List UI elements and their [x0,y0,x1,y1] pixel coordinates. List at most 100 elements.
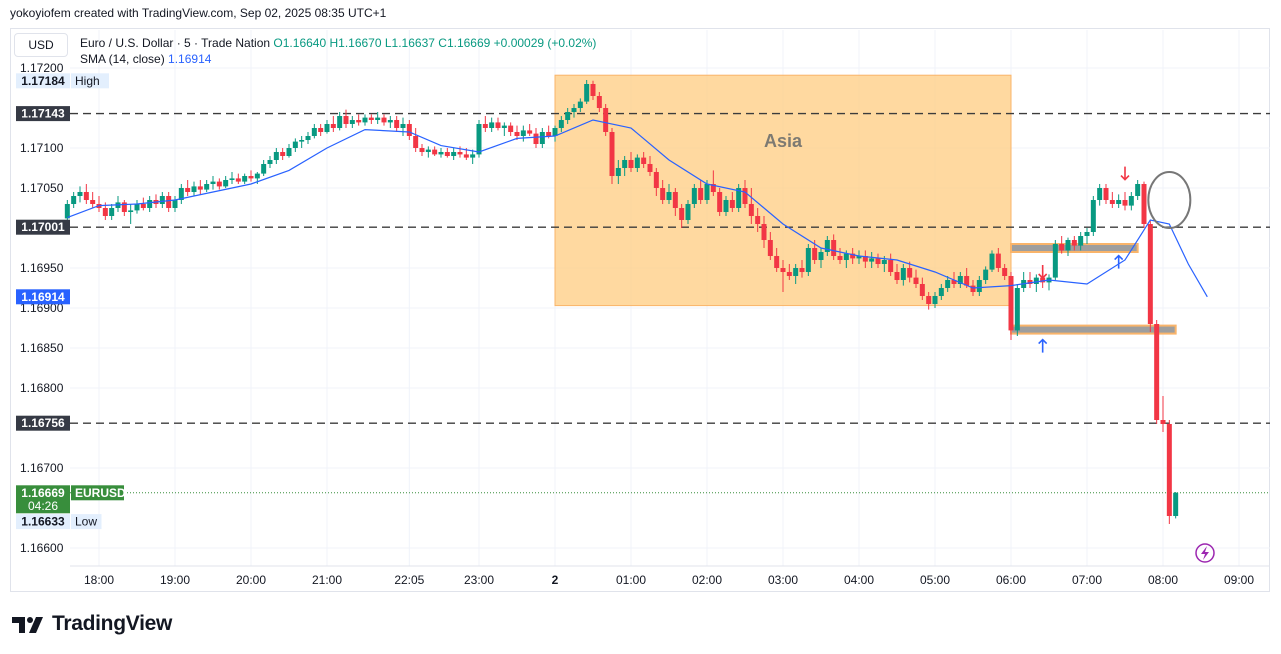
candle-body [495,122,501,128]
candle-body [400,124,406,128]
candle-body [273,152,279,160]
candle-body [71,196,77,204]
time-tick-label: 04:00 [844,573,874,587]
price-label-text: 1.16633 [21,515,65,529]
candle-body [337,116,343,128]
candle-body [913,277,919,284]
candle-body [869,258,875,262]
price-label: 1.16633 Low [16,514,102,530]
candle-body [210,181,216,184]
tradingview-logo-icon [12,614,46,634]
price-tick-label: 1.17200 [20,61,64,75]
candle-body [831,240,837,256]
candle-body [546,132,552,136]
arrow-up-icon [1038,338,1048,353]
candle-body [159,196,165,204]
candle-body [1040,277,1046,283]
candle-body [685,204,691,220]
candle-body [185,188,191,192]
time-tick-label: 21:00 [312,573,342,587]
candle-body [204,184,210,190]
time-tick-label: 19:00 [160,573,190,587]
price-axis: 1.17200 1.17100 1.17050 1.16950 1.16900 1.168… [16,61,126,555]
candle-body [470,154,476,158]
asia-zone-label: Asia [764,131,803,151]
price-label: 1.17001 [16,219,70,235]
price-tick-label: 1.17100 [20,141,64,155]
candle-body [1059,244,1065,251]
currency-button[interactable]: USD [14,33,68,57]
candle-body [603,108,609,132]
sma-line [67,119,1208,298]
candle-body [1065,240,1071,251]
candle-body [1033,277,1039,284]
candle-body [425,149,431,152]
candle-body [881,260,887,264]
candle-body [362,117,368,123]
candle-body [824,240,830,252]
candle-body [1116,200,1122,204]
candle-body [672,192,678,208]
arrow-head [1038,273,1048,280]
price-label-text: 1.16669 [21,486,65,500]
candle-body [229,178,235,180]
arrow-down-icon [1120,166,1130,181]
candle-body [704,184,710,200]
candle-body [1002,268,1008,276]
candle-body [520,130,526,136]
candle-body [147,200,153,208]
candle-body [223,180,229,187]
candle-body [647,164,653,172]
candle-body [242,176,248,182]
price-label-tag-bg [71,485,124,501]
candle-body [318,128,324,132]
candle-body [894,272,900,280]
tradingview-logo-text: TradingView [52,612,173,635]
candle-body [818,252,824,260]
price-label-bg [16,485,70,514]
price-label-bg [16,415,70,431]
tradingview-logo[interactable]: TradingView [12,612,172,636]
candle-body [786,272,792,276]
candle-body [596,96,602,108]
candle-body [1160,420,1166,424]
candle-body [679,208,685,220]
candle-body [723,200,729,212]
candle-body [419,148,425,152]
candle-body [508,125,514,132]
candle-body [1128,196,1134,206]
legend-symbol: Euro / U.S. Dollar · 5 · Trade Nation [80,36,271,50]
candle-body [907,268,913,278]
candle-body [235,178,241,182]
candle-body [989,253,995,270]
horizontal-lines-layer [70,112,1270,494]
candle-body [862,256,868,262]
candle-body [888,260,894,272]
candle-body [254,173,260,179]
candle-body [976,280,982,292]
price-tick-label: 1.16700 [20,461,64,475]
candle-body [166,196,172,208]
candle-body [615,168,621,176]
price-label-text: 1.17184 [21,74,65,88]
candle-body [451,152,457,156]
time-tick-label: 22:05 [394,573,424,587]
legend-low: L1.16637 [384,36,435,50]
candle-body [558,120,564,128]
candle-body [457,152,463,155]
arrow-head [1038,338,1048,345]
candle-body [216,181,222,187]
candle-body [1097,188,1103,200]
time-axis: 18:00 19:00 20:00 21:00 22:05 23:00 2 01:00 02:0… [70,565,1270,587]
lightning-icon [1195,543,1215,563]
candle-body [1084,232,1090,236]
candle-body [121,202,127,212]
price-label-text: 1.16914 [21,290,65,304]
candle-body [1027,280,1033,284]
time-tick-label: 08:00 [1148,573,1178,587]
time-tick-label: 23:00 [464,573,494,587]
candle-body [964,276,970,286]
candle-body [995,253,1001,268]
candle-body [717,192,723,212]
